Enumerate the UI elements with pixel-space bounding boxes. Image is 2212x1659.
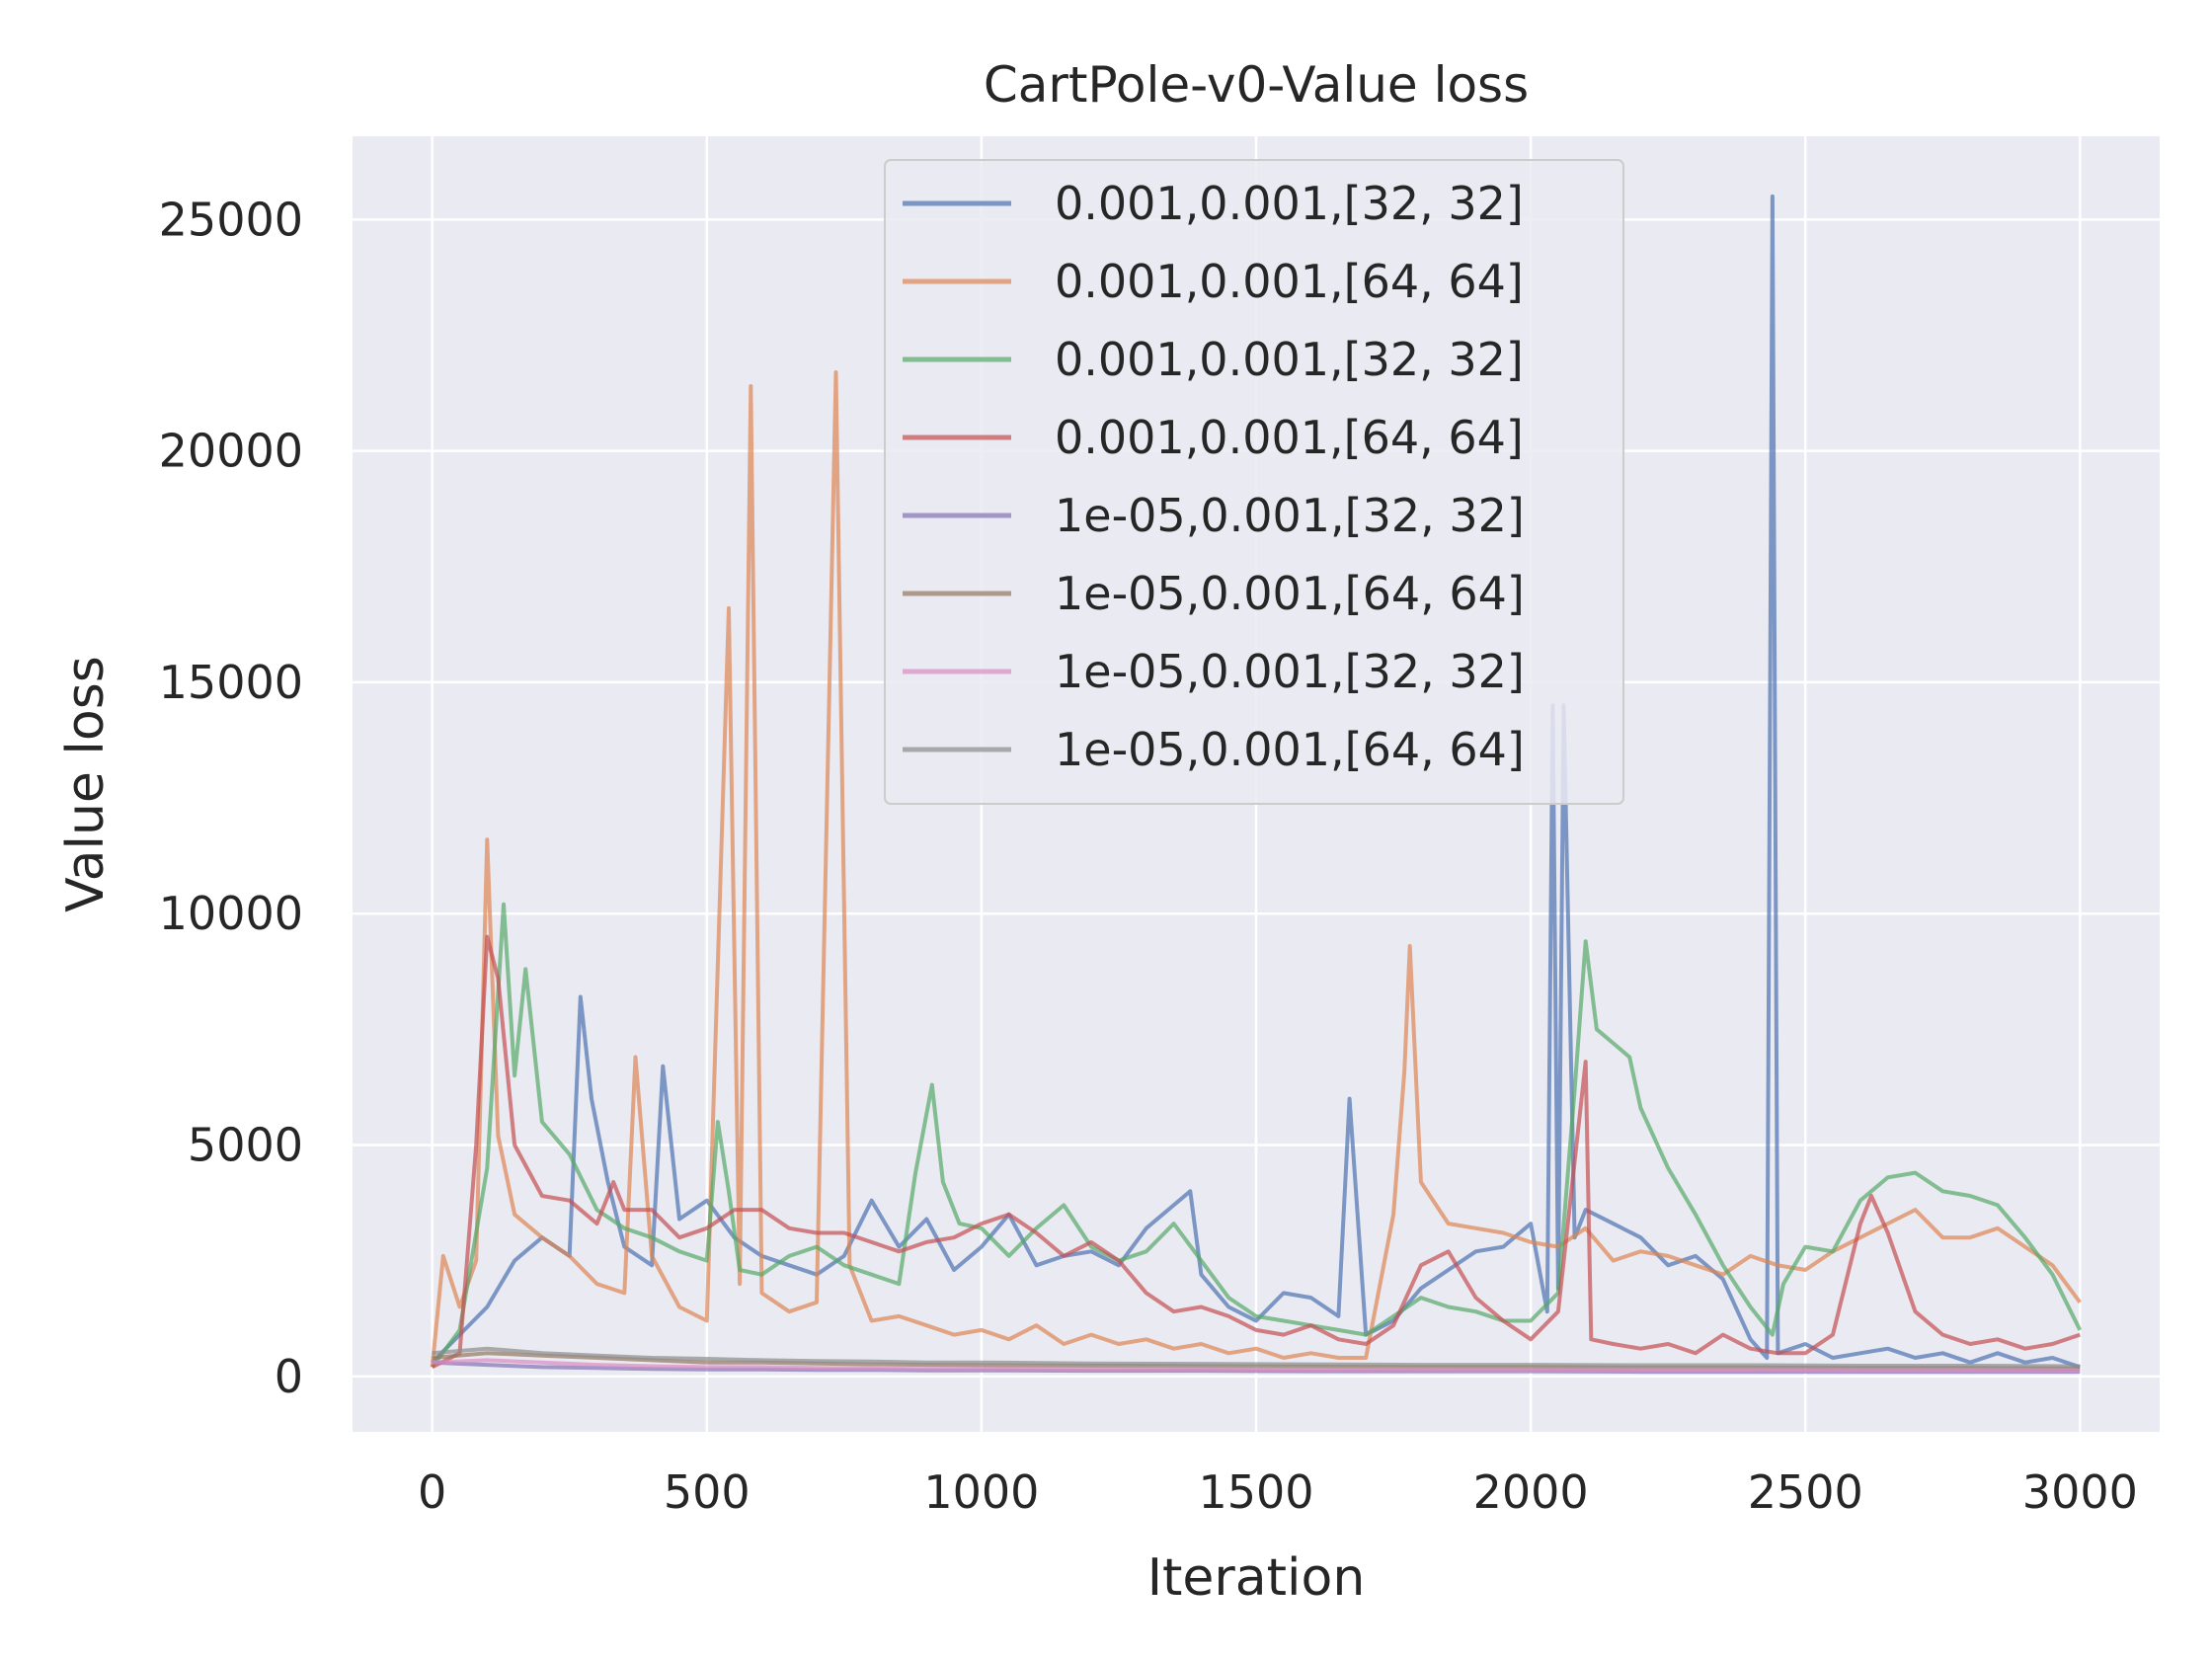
- series-line-3: [431, 902, 2083, 1369]
- x-tick-labels: 0 500 1000 1500 2000 2500 3000: [418, 1465, 2138, 1519]
- y-tick-label: 15000: [159, 656, 303, 709]
- chart-title: CartPole-v0-Value loss: [984, 56, 1529, 114]
- legend: 0.001,0.001,[32, 32] 0.001,0.001,[64, 64]…: [884, 159, 1624, 805]
- series-line-7: [432, 1358, 2081, 1374]
- legend-label: 1e-05,0.001,[64, 64]: [1055, 723, 1525, 776]
- legend-frame: [884, 159, 1624, 805]
- legend-label: 1e-05,0.001,[64, 64]: [1055, 567, 1525, 620]
- x-tick-label: 3000: [2022, 1465, 2138, 1519]
- series-line-2: [430, 370, 2082, 1368]
- x-axis-label: Iteration: [1147, 1548, 1366, 1608]
- y-tick-label: 5000: [188, 1118, 303, 1171]
- series-line-1: [431, 194, 2081, 1370]
- y-tick-label: 0: [275, 1350, 303, 1403]
- series-line-8: [432, 1346, 2081, 1369]
- y-tick-label: 10000: [159, 887, 303, 940]
- x-tick-label: 2500: [1748, 1465, 1863, 1519]
- legend-label: 0.001,0.001,[32, 32]: [1055, 177, 1524, 230]
- legend-label: 0.001,0.001,[64, 64]: [1055, 411, 1524, 464]
- x-tick-label: 0: [418, 1465, 446, 1519]
- y-tick-label: 20000: [159, 425, 303, 478]
- y-axis-label: Value loss: [56, 656, 116, 912]
- y-tick-label: 25000: [159, 193, 303, 246]
- legend-label: 0.001,0.001,[32, 32]: [1055, 333, 1524, 386]
- series-line-6: [432, 1351, 2081, 1371]
- x-tick-label: 1500: [1198, 1465, 1313, 1519]
- series-layer: [430, 194, 2083, 1375]
- legend-label: 1e-05,0.001,[32, 32]: [1055, 489, 1525, 542]
- x-tick-label: 500: [664, 1465, 750, 1519]
- x-tick-label: 2000: [1473, 1465, 1589, 1519]
- series-line-4: [431, 934, 2081, 1370]
- legend-label: 0.001,0.001,[64, 64]: [1055, 255, 1524, 308]
- legend-label: 1e-05,0.001,[32, 32]: [1055, 645, 1525, 698]
- x-tick-label: 1000: [923, 1465, 1039, 1519]
- y-tick-labels: 0 5000 10000 15000 20000 25000: [159, 193, 303, 1402]
